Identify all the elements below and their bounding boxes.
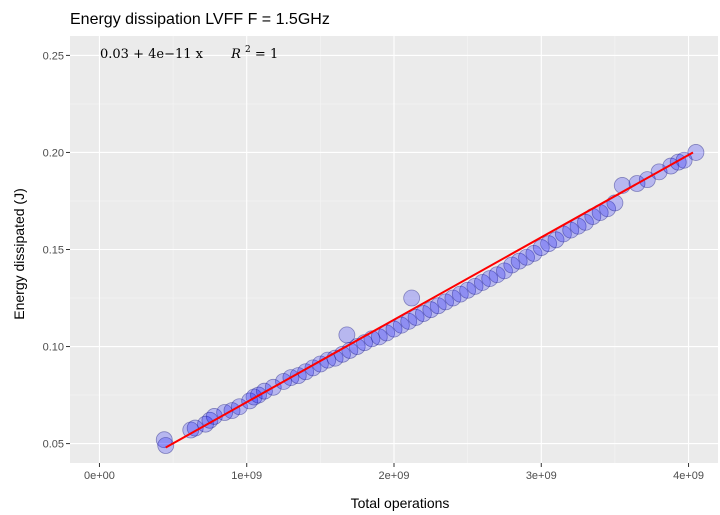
data-point [385,320,403,338]
x-tick-label: 0e+00 [84,470,115,482]
data-point [466,277,484,295]
regression-line [165,151,694,449]
r-squared-exponent: 2 [245,45,251,55]
data-point [400,312,418,330]
data-point [437,293,454,311]
y-tick-label: 0.25 [43,50,64,62]
data-point [481,270,499,288]
data-point [403,289,421,307]
data-point [518,248,535,266]
data-point [429,297,447,315]
data-point [569,217,587,235]
data-point [510,252,528,270]
data-point [415,305,432,322]
data-point [422,301,440,319]
data-point [503,256,521,274]
x-axis-ticks: 0e+00 1e+09 2e+09 3e+09 4e+09 [84,463,704,482]
r-squared-symbol: R [230,47,241,62]
data-point [407,309,425,326]
data-point [392,316,410,334]
y-axis-ticks: 0.05 0.10 0.15 0.20 0.25 [43,50,70,451]
data-point [525,244,543,262]
data-point [338,326,356,344]
data-point [547,231,565,249]
data-point [444,289,462,307]
data-point [451,285,469,303]
data-point [186,419,204,437]
x-axis-title: Total operations [351,495,450,511]
x-tick-label: 2e+09 [379,470,410,482]
data-point [311,355,329,373]
y-axis-title: Energy dissipated (J) [11,188,27,320]
data-point [606,194,624,212]
data-point [532,239,550,256]
data-point [562,221,580,239]
data-point [473,274,491,291]
y-tick-label: 0.10 [43,342,64,354]
data-point [540,235,558,253]
chart-title: Energy dissipation LVFF F = 1.5GHz [70,11,330,28]
equation-text: 0.03 + 4e−11 x [100,47,204,62]
y-tick-label: 0.15 [43,245,64,257]
y-tick-label: 0.20 [43,147,64,159]
data-point [155,431,173,449]
y-tick-label: 0.05 [43,439,64,451]
data-point [496,262,513,280]
regression-annotation: 0.03 + 4e−11 x R 2 = 1 [100,41,278,62]
data-point [488,266,506,284]
data-point [319,351,337,369]
data-point [157,437,175,454]
x-tick-label: 1e+09 [231,470,262,482]
data-point [459,281,477,299]
x-tick-label: 4e+09 [673,470,704,482]
data-point [577,213,594,231]
data-point [687,144,705,161]
major-grid [70,36,718,463]
x-tick-label: 3e+09 [526,470,557,482]
r-squared-value: = 1 [255,47,278,62]
